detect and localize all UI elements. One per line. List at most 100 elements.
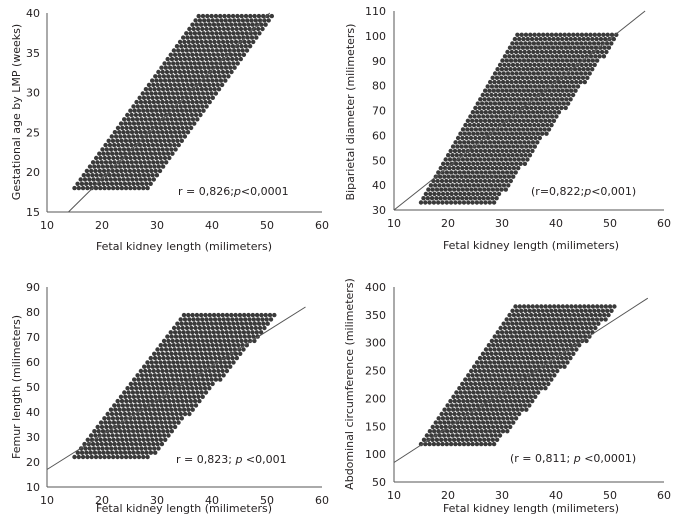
scatter-point-femur-length bbox=[134, 407, 139, 412]
scatter-point-gestational-age bbox=[200, 44, 205, 49]
scatter-point-abdominal-circumference bbox=[520, 355, 526, 361]
scatter-point-abdominal-circumference bbox=[504, 398, 509, 404]
scatter-point-biparietal-diameter bbox=[540, 71, 545, 76]
scatter-point-gestational-age bbox=[219, 18, 224, 23]
scatter-point-gestational-age bbox=[133, 173, 138, 178]
scatter-point-gestational-age bbox=[180, 48, 185, 53]
scatter-point-biparietal-diameter bbox=[487, 148, 492, 154]
scatter-point-biparietal-diameter bbox=[523, 62, 529, 68]
scatter-point-abdominal-circumference bbox=[566, 351, 572, 356]
scatter-point-biparietal-diameter bbox=[490, 135, 495, 141]
scatter-point-abdominal-circumference bbox=[486, 343, 492, 348]
scatter-point-femur-length bbox=[91, 446, 97, 451]
scatter-point-gestational-age bbox=[261, 13, 266, 19]
scatter-point-biparietal-diameter bbox=[579, 62, 584, 68]
scatter-point-abdominal-circumference bbox=[506, 407, 512, 412]
scatter-point-gestational-age bbox=[80, 185, 86, 191]
scatter-point-abdominal-circumference bbox=[468, 394, 473, 399]
scatter-point-gestational-age bbox=[140, 168, 145, 174]
x-axis-title: Fetal kidney length (milimeters) bbox=[443, 502, 619, 515]
scatter-point-femur-length bbox=[148, 450, 154, 455]
scatter-point-gestational-age bbox=[252, 31, 258, 36]
scatter-point-abdominal-circumference bbox=[577, 330, 582, 335]
scatter-point-biparietal-diameter bbox=[514, 71, 519, 76]
scatter-point-biparietal-diameter bbox=[553, 32, 559, 37]
scatter-point-biparietal-diameter bbox=[498, 135, 504, 141]
scatter-point-gestational-age bbox=[128, 108, 133, 113]
scatter-point-abdominal-circumference bbox=[421, 437, 427, 442]
scatter-point-abdominal-circumference bbox=[521, 330, 526, 335]
scatter-point-femur-length bbox=[142, 364, 147, 369]
scatter-point-biparietal-diameter bbox=[518, 71, 524, 76]
scatter-point-gestational-age bbox=[172, 130, 178, 135]
scatter-point-gestational-age bbox=[155, 130, 161, 135]
scatter-point-abdominal-circumference bbox=[523, 364, 528, 369]
scatter-point-biparietal-diameter bbox=[513, 148, 518, 154]
scatter-point-femur-length bbox=[128, 437, 133, 442]
scatter-point-femur-length bbox=[199, 334, 204, 339]
scatter-point-abdominal-circumference bbox=[527, 334, 532, 339]
scatter-point-biparietal-diameter bbox=[501, 183, 507, 188]
scatter-point-biparietal-diameter bbox=[535, 79, 540, 85]
scatter-point-biparietal-diameter bbox=[564, 36, 569, 42]
scatter-point-gestational-age bbox=[178, 74, 184, 79]
scatter-point-femur-length bbox=[115, 398, 120, 404]
scatter-point-femur-length bbox=[225, 334, 230, 339]
scatter-point-femur-length bbox=[159, 347, 164, 352]
scatter-point-femur-length bbox=[201, 321, 206, 326]
scatter-point-gestational-age bbox=[157, 151, 162, 156]
scatter-point-gestational-age bbox=[256, 26, 261, 32]
scatter-point-femur-length bbox=[238, 351, 243, 356]
scatter-point-abdominal-circumference bbox=[472, 364, 477, 369]
scatter-point-biparietal-diameter bbox=[510, 122, 515, 128]
scatter-point-gestational-age bbox=[178, 87, 183, 92]
scatter-point-gestational-age bbox=[96, 164, 101, 169]
scatter-point-gestational-age bbox=[216, 87, 222, 92]
scatter-point-biparietal-diameter bbox=[507, 135, 512, 141]
scatter-point-abdominal-circumference bbox=[525, 355, 530, 361]
scatter-point-femur-length bbox=[255, 317, 261, 322]
scatter-point-biparietal-diameter bbox=[556, 110, 562, 115]
scatter-point-abdominal-circumference bbox=[494, 437, 500, 442]
scatter-point-biparietal-diameter bbox=[466, 200, 471, 205]
scatter-point-biparietal-diameter bbox=[480, 92, 485, 98]
scatter-point-gestational-age bbox=[237, 22, 242, 27]
scatter-point-femur-length bbox=[184, 343, 189, 348]
scatter-point-biparietal-diameter bbox=[614, 32, 619, 37]
scatter-point-biparietal-diameter bbox=[476, 144, 482, 149]
scatter-point-femur-length bbox=[211, 368, 217, 374]
scatter-point-abdominal-circumference bbox=[516, 368, 521, 374]
scatter-point-gestational-age bbox=[120, 173, 125, 178]
scatter-point-abdominal-circumference bbox=[485, 351, 490, 356]
scatter-point-abdominal-circumference bbox=[596, 308, 601, 313]
scatter-point-femur-length bbox=[219, 347, 225, 352]
scatter-point-biparietal-diameter bbox=[469, 127, 474, 132]
scatter-point-biparietal-diameter bbox=[489, 174, 494, 179]
scatter-point-femur-length bbox=[158, 343, 163, 348]
scatter-point-gestational-age bbox=[149, 138, 154, 143]
scatter-point-biparietal-diameter bbox=[481, 114, 486, 119]
scatter-point-femur-length bbox=[99, 424, 105, 430]
scatter-point-biparietal-diameter bbox=[465, 157, 470, 162]
scatter-point-femur-length bbox=[181, 347, 186, 352]
scatter-point-gestational-age bbox=[162, 155, 168, 161]
scatter-point-biparietal-diameter bbox=[447, 157, 453, 162]
scatter-point-gestational-age bbox=[235, 61, 240, 66]
scatter-point-biparietal-diameter bbox=[489, 153, 494, 158]
scatter-point-biparietal-diameter bbox=[523, 32, 529, 37]
scatter-point-abdominal-circumference bbox=[449, 416, 454, 421]
scatter-point-biparietal-diameter bbox=[471, 191, 476, 197]
scatter-point-biparietal-diameter bbox=[450, 144, 456, 149]
scatter-point-gestational-age bbox=[247, 44, 253, 49]
scatter-point-biparietal-diameter bbox=[506, 183, 511, 188]
scatter-point-abdominal-circumference bbox=[488, 347, 493, 352]
scatter-point-gestational-age bbox=[141, 108, 146, 113]
scatter-point-abdominal-circumference bbox=[477, 424, 483, 430]
y-tick-label: 40 bbox=[26, 7, 40, 20]
scatter-point-femur-length bbox=[174, 355, 179, 361]
scatter-point-gestational-age bbox=[222, 44, 227, 49]
scatter-point-gestational-age bbox=[204, 74, 210, 79]
scatter-point-biparietal-diameter bbox=[511, 105, 517, 111]
scatter-point-femur-length bbox=[145, 398, 150, 404]
scatter-point-femur-length bbox=[235, 321, 240, 326]
